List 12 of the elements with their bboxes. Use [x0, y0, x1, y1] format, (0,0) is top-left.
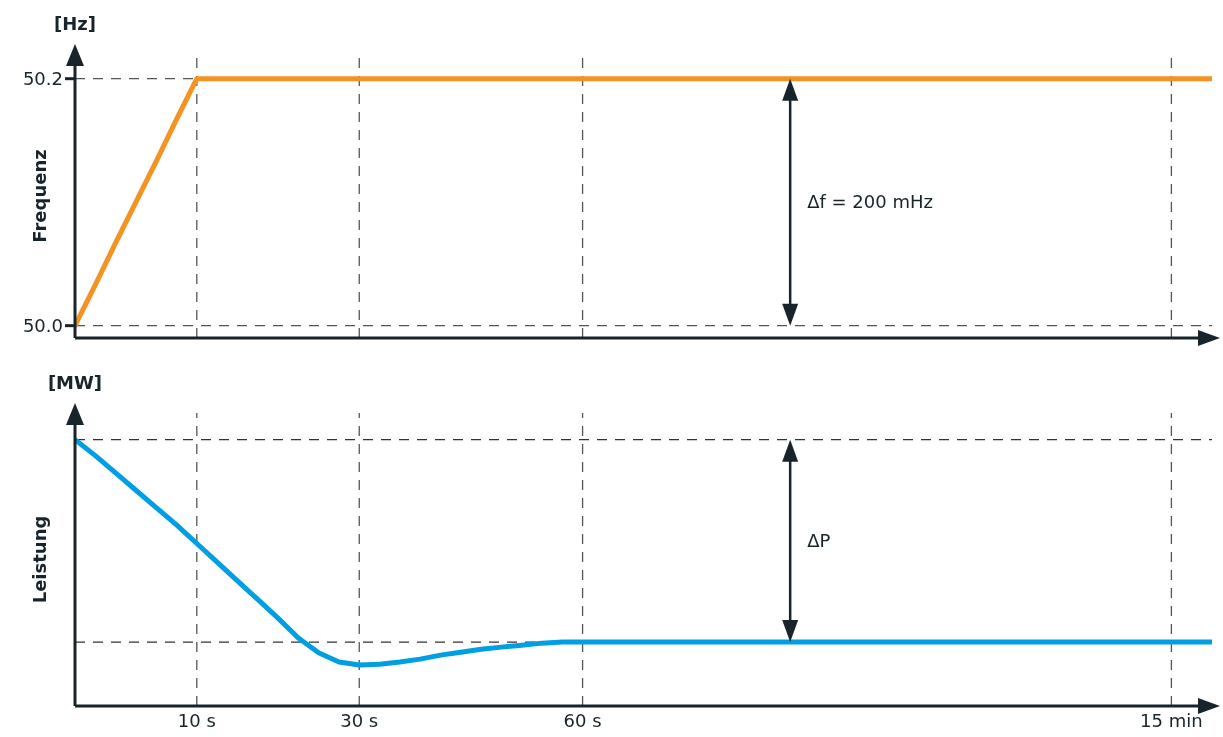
- text: [MW]: [47, 372, 103, 393]
- annotation: ΔP: [807, 529, 831, 551]
- y-tick-label: 50.2: [22, 68, 63, 90]
- x-tick-label: 10 s: [177, 709, 216, 731]
- annotation: Δf = 200 mHz: [807, 191, 933, 213]
- y-tick-label: 50.0: [22, 315, 63, 337]
- y-axis-title: Frequenz: [29, 149, 50, 243]
- x-tick-label: 30 s: [340, 709, 379, 731]
- x-tick-label: 60 s: [563, 709, 602, 731]
- y-axis-title: Leistung: [29, 515, 50, 604]
- x-tick-label: 15 min: [1140, 709, 1203, 731]
- text: [Hz]: [54, 13, 96, 34]
